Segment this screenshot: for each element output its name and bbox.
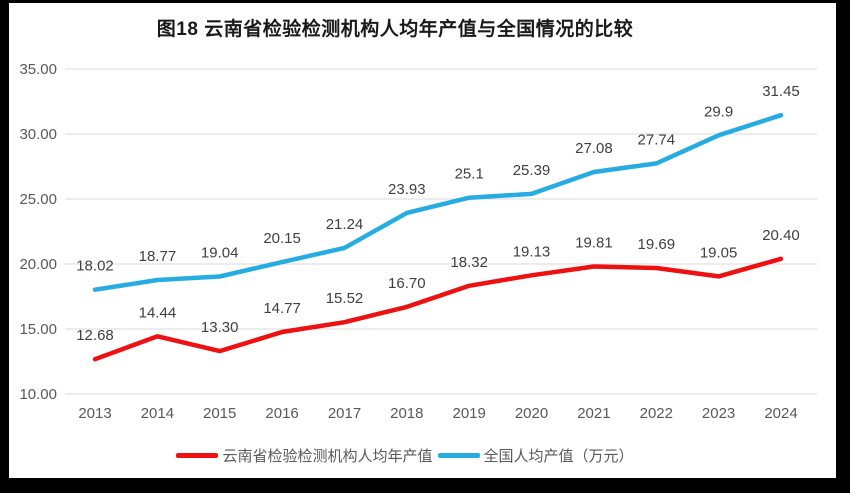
data-label: 13.30 [201,319,239,336]
data-label: 20.15 [263,230,301,247]
legend-item-national: 全国人均产值（万元） [437,445,634,466]
x-tick-label: 2019 [453,405,486,422]
chart-legend: 云南省检验检测机构人均年产值 全国人均产值（万元） [0,445,810,466]
data-label: 25.1 [455,166,484,183]
series-line [92,112,784,292]
x-tick-label: 2016 [265,405,298,422]
y-tick-label: 35.00 [19,61,57,78]
y-tick-label: 30.00 [19,126,57,143]
data-label: 27.08 [575,140,613,157]
x-tick-label: 2022 [640,405,673,422]
data-label: 31.45 [762,83,800,100]
x-tick-label: 2018 [390,405,423,422]
y-tick-label: 10.00 [19,386,57,403]
frame-border-top [0,0,850,3]
data-label: 25.39 [513,162,551,179]
data-label: 19.81 [575,235,613,252]
x-tick-label: 2023 [702,405,735,422]
y-tick-label: 25.00 [19,191,57,208]
data-label: 18.32 [450,254,488,271]
frame-border-left [0,0,9,493]
data-label: 16.70 [388,275,426,292]
x-tick-label: 2024 [764,405,797,422]
data-label: 29.9 [704,103,733,120]
x-tick-label: 2020 [515,405,548,422]
legend-item-yunnan: 云南省检验检测机构人均年产值 [176,445,433,466]
y-tick-label: 15.00 [19,321,57,338]
y-tick-label: 20.00 [19,256,57,273]
data-label: 14.44 [139,304,177,321]
data-label: 19.04 [201,245,239,262]
red-line-swatch-icon [176,453,219,458]
frame-border-bottom [0,478,850,493]
data-label: 15.52 [326,290,364,307]
legend-label-national: 全国人均产值（万元） [483,448,634,465]
data-label: 14.77 [263,300,301,317]
series-line [92,256,784,362]
data-label: 27.74 [638,131,676,148]
frame-border-right [836,0,850,493]
x-tick-label: 2013 [78,405,111,422]
legend-label-yunnan: 云南省检验检测机构人均年产值 [222,448,433,465]
chart-title: 图18 云南省检验检测机构人均年产值与全国情况的比较 [156,19,634,40]
data-label: 19.13 [513,243,551,260]
blue-line-swatch-icon [437,453,480,458]
data-label: 23.93 [388,181,426,198]
data-label: 18.02 [76,258,114,275]
data-label: 12.68 [76,327,114,344]
data-label: 20.40 [762,227,800,244]
x-tick-label: 2017 [328,405,361,422]
data-label: 19.69 [638,236,676,253]
data-label: 18.77 [139,248,177,265]
data-label: 21.24 [326,216,364,233]
x-tick-label: 2021 [577,405,610,422]
x-tick-label: 2015 [203,405,236,422]
x-tick-label: 2014 [141,405,174,422]
data-label: 19.05 [700,244,738,261]
